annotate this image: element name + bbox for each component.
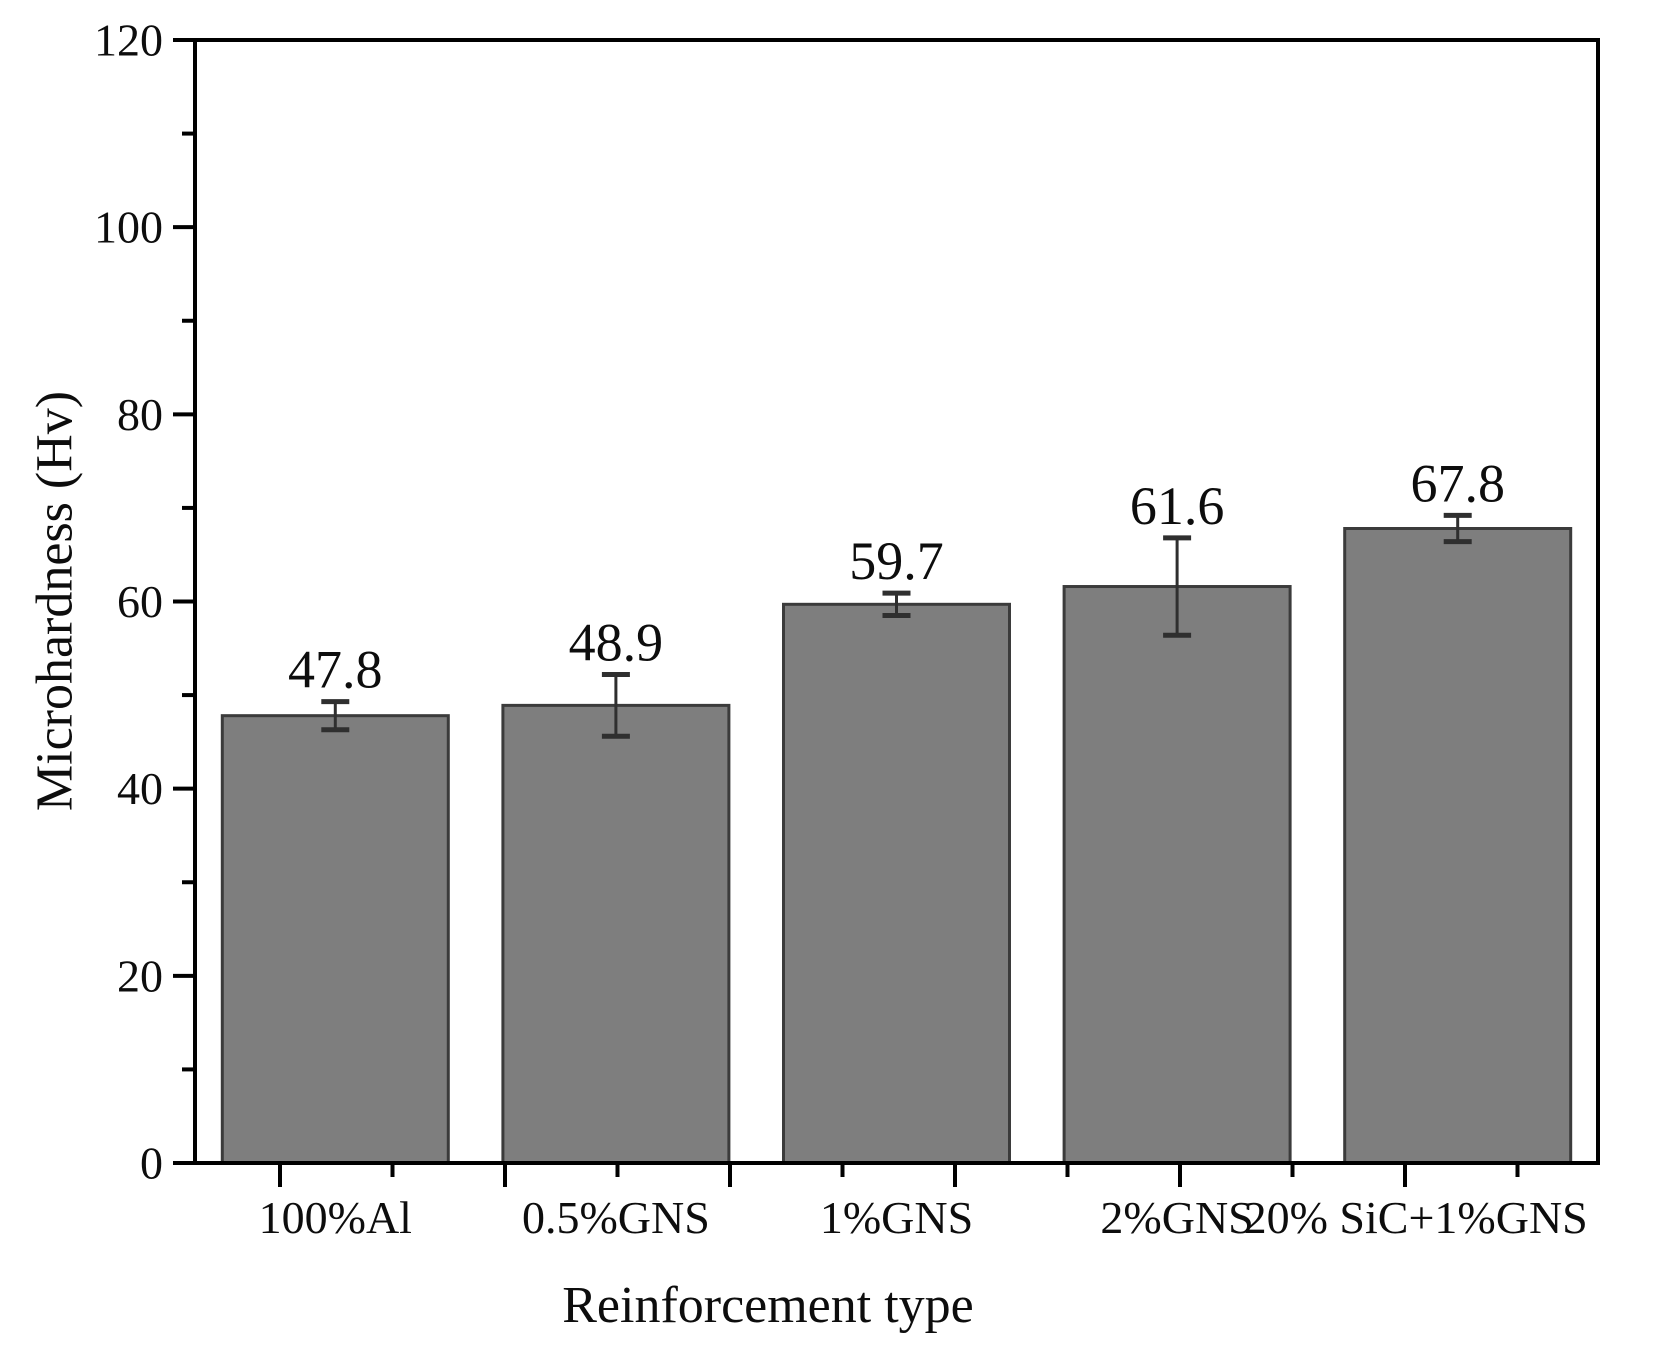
y-tick-label: 0	[140, 1138, 163, 1189]
y-tick-labels-group: 0 20 40 60 80 100 120	[94, 15, 163, 1189]
y-tick-label: 120	[94, 15, 163, 66]
error-bars-group	[321, 512, 1472, 739]
x-tick-label: 1%GNS	[820, 1192, 973, 1243]
bar	[501, 703, 731, 1165]
value-label: 67.8	[1410, 453, 1505, 513]
x-tick-label: 2%GNS	[1100, 1192, 1253, 1243]
bar	[1343, 527, 1573, 1165]
y-tick-label: 20	[117, 950, 163, 1001]
x-tick-label: 0.5%GNS	[522, 1192, 710, 1243]
x-tick-label: 100%Al	[259, 1192, 412, 1243]
x-axis-title: Reinforcement type	[562, 1277, 974, 1334]
value-label: 48.9	[569, 612, 664, 672]
x-axis-ticks-group	[278, 1165, 1520, 1187]
x-tick-label: 20% SiC+1%GNS	[1244, 1192, 1588, 1243]
y-axis-title: Microhardness (Hv)	[27, 391, 84, 811]
value-label: 47.8	[288, 640, 383, 700]
value-label: 61.6	[1130, 476, 1225, 536]
y-tick-label: 100	[94, 202, 163, 253]
y-tick-label: 60	[117, 576, 163, 627]
y-tick-label: 80	[117, 389, 163, 440]
bars-group	[220, 527, 1573, 1165]
y-tick-label: 40	[117, 763, 163, 814]
y-axis-ticks-group	[173, 38, 195, 1165]
value-label: 59.7	[849, 531, 944, 591]
bar	[1062, 585, 1292, 1165]
bar	[782, 602, 1011, 1165]
bar	[220, 714, 450, 1165]
value-labels-group: 47.8 48.9 59.7 61.6 67.8	[288, 453, 1505, 699]
